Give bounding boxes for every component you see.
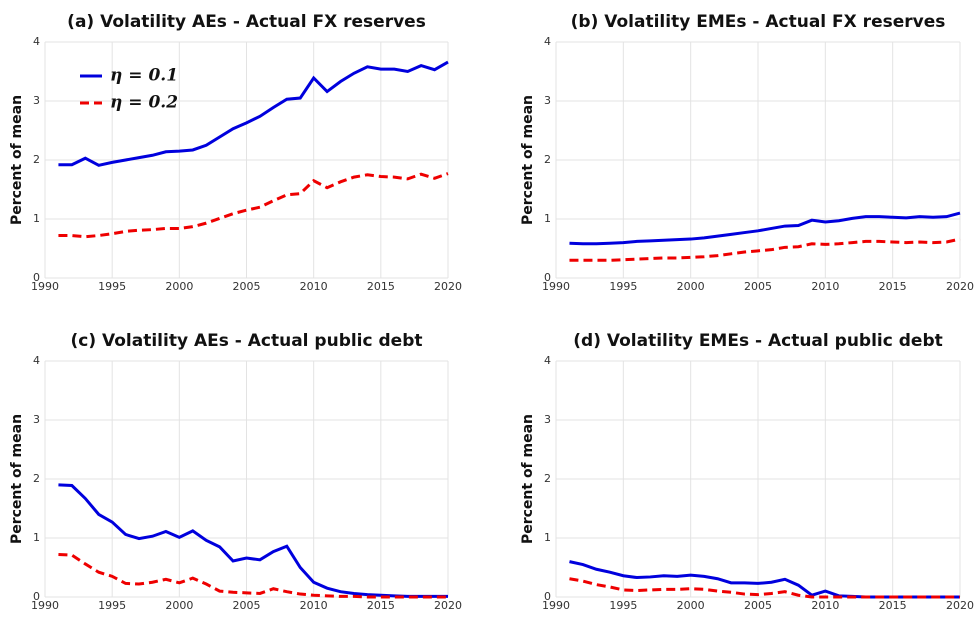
y-tick-label: 1 [33,531,40,544]
y-axis-label: Percent of mean [520,414,536,544]
legend-label: η = 0.2 [110,93,178,113]
x-tick-label: 2005 [233,599,261,612]
legend-label: η = 0.1 [110,66,178,86]
x-tick-label: 1995 [609,599,637,612]
chart-title: (c) Volatility AEs - Actual public debt [70,331,422,351]
y-tick-label: 3 [544,413,551,426]
y-tick-label: 0 [33,590,40,603]
x-tick-label: 1990 [31,280,59,293]
y-tick-label: 3 [544,94,551,107]
series-line [569,577,960,599]
x-tick-label: 2000 [165,280,193,293]
y-tick-label: 1 [544,531,551,544]
series-line [58,60,449,167]
y-tick-label: 2 [33,472,40,485]
x-tick-label: 2000 [677,599,705,612]
x-tick-label: 2020 [946,599,974,612]
y-tick-label: 2 [33,153,40,166]
x-tick-label: 2015 [367,599,395,612]
y-tick-label: 4 [33,35,40,48]
chart-title: (b) Volatility EMEs - Actual FX reserves [571,12,946,32]
y-tick-label: 2 [544,153,551,166]
x-tick-label: 2020 [946,280,974,293]
y-axis-label: Percent of mean [520,95,536,225]
y-tick-label: 3 [33,413,40,426]
x-tick-label: 2015 [879,599,907,612]
x-tick-label: 2020 [434,599,462,612]
x-tick-label: 1990 [31,599,59,612]
y-tick-label: 3 [33,94,40,107]
y-tick-label: 4 [544,35,551,48]
series-line [569,560,960,599]
series-line [569,237,961,262]
y-tick-label: 0 [544,271,551,284]
x-tick-label: 1990 [542,280,570,293]
x-tick-label: 2000 [165,599,193,612]
x-tick-label: 2000 [677,280,705,293]
x-tick-label: 1990 [542,599,570,612]
y-tick-label: 2 [544,472,551,485]
series-line [58,483,448,598]
series-line [58,172,449,239]
y-tick-label: 1 [544,212,551,225]
x-tick-label: 1995 [609,280,637,293]
x-tick-label: 2005 [233,280,261,293]
y-axis-label: Percent of mean [9,414,25,544]
series-line [569,211,961,246]
x-tick-label: 2005 [744,280,772,293]
y-tick-label: 4 [33,354,40,367]
x-tick-label: 2010 [300,599,328,612]
chart-title: (d) Volatility EMEs - Actual public debt [573,331,942,351]
x-tick-label: 2020 [434,280,462,293]
y-tick-label: 0 [33,271,40,284]
x-tick-label: 2015 [367,280,395,293]
y-tick-label: 0 [544,590,551,603]
y-axis-label: Percent of mean [9,95,25,225]
y-tick-label: 1 [33,212,40,225]
x-tick-label: 2010 [811,599,839,612]
x-tick-label: 2010 [300,280,328,293]
chart-title: (a) Volatility AEs - Actual FX reserves [67,12,426,32]
x-tick-label: 2015 [879,280,907,293]
x-tick-label: 1995 [98,280,126,293]
y-tick-label: 4 [544,354,551,367]
x-tick-label: 1995 [98,599,126,612]
series-line [58,553,448,599]
x-tick-label: 2005 [744,599,772,612]
x-tick-label: 2010 [811,280,839,293]
